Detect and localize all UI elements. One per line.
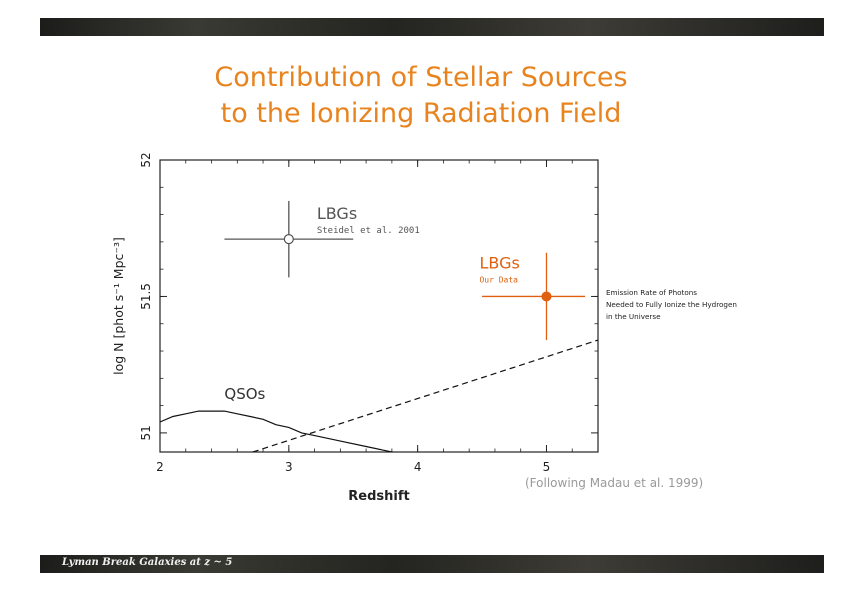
footer-bar: Lyman Break Galaxies at z ~ 5 xyxy=(40,555,824,573)
point-1-label: LBGs xyxy=(479,253,519,272)
qsos-label: QSOs xyxy=(224,385,265,403)
series-line-0 xyxy=(160,410,395,452)
title-line-2: to the Ionizing Radiation Field xyxy=(220,98,622,129)
x-tick-label-2: 2 xyxy=(156,460,164,474)
x-axis-label: Redshift xyxy=(348,489,409,504)
emission-label-line-1: Emission Rate of Photons xyxy=(606,288,698,297)
plot-layer: 2 3 4 5 51 51.5 52 Redshift log N [phot s⁻¹ Mpc⁻… xyxy=(111,152,599,504)
point-1-marker xyxy=(541,291,552,302)
footer-text: Lyman Break Galaxies at z ~ 5 xyxy=(62,557,233,568)
y-tick-label-52: 52 xyxy=(139,152,153,167)
emission-label-line-2: Needed to Fully Ionize the Hydrogen xyxy=(606,300,737,309)
emission-label: Emission Rate of Photons Needed to Fully… xyxy=(606,287,737,323)
point-0-label: LBGs xyxy=(317,204,357,223)
emission-label-line-3: in the Universe xyxy=(606,312,661,321)
title-line-1: Contribution of Stellar Sources xyxy=(214,62,628,93)
plot-frame xyxy=(159,159,599,453)
header-bar xyxy=(40,18,824,36)
slide-title: Contribution of Stellar Sources to the I… xyxy=(0,60,842,132)
point-0-sublabel: Steidel et al. 2001 xyxy=(317,226,420,236)
credit-text: (Following Madau et al. 1999) xyxy=(525,476,704,490)
x-tick-label-5: 5 xyxy=(543,460,551,474)
x-tick-label-4: 4 xyxy=(414,460,422,474)
y-tick-label-51: 51 xyxy=(139,425,153,440)
y-axis-label: log N [phot s⁻¹ Mpc⁻³] xyxy=(111,237,126,375)
x-tick-label-3: 3 xyxy=(285,460,293,474)
point-1-sublabel: Our Data xyxy=(479,275,518,284)
point-0-marker xyxy=(283,234,294,245)
series-line-1 xyxy=(252,339,598,452)
y-tick-label-51.5: 51.5 xyxy=(139,283,153,310)
